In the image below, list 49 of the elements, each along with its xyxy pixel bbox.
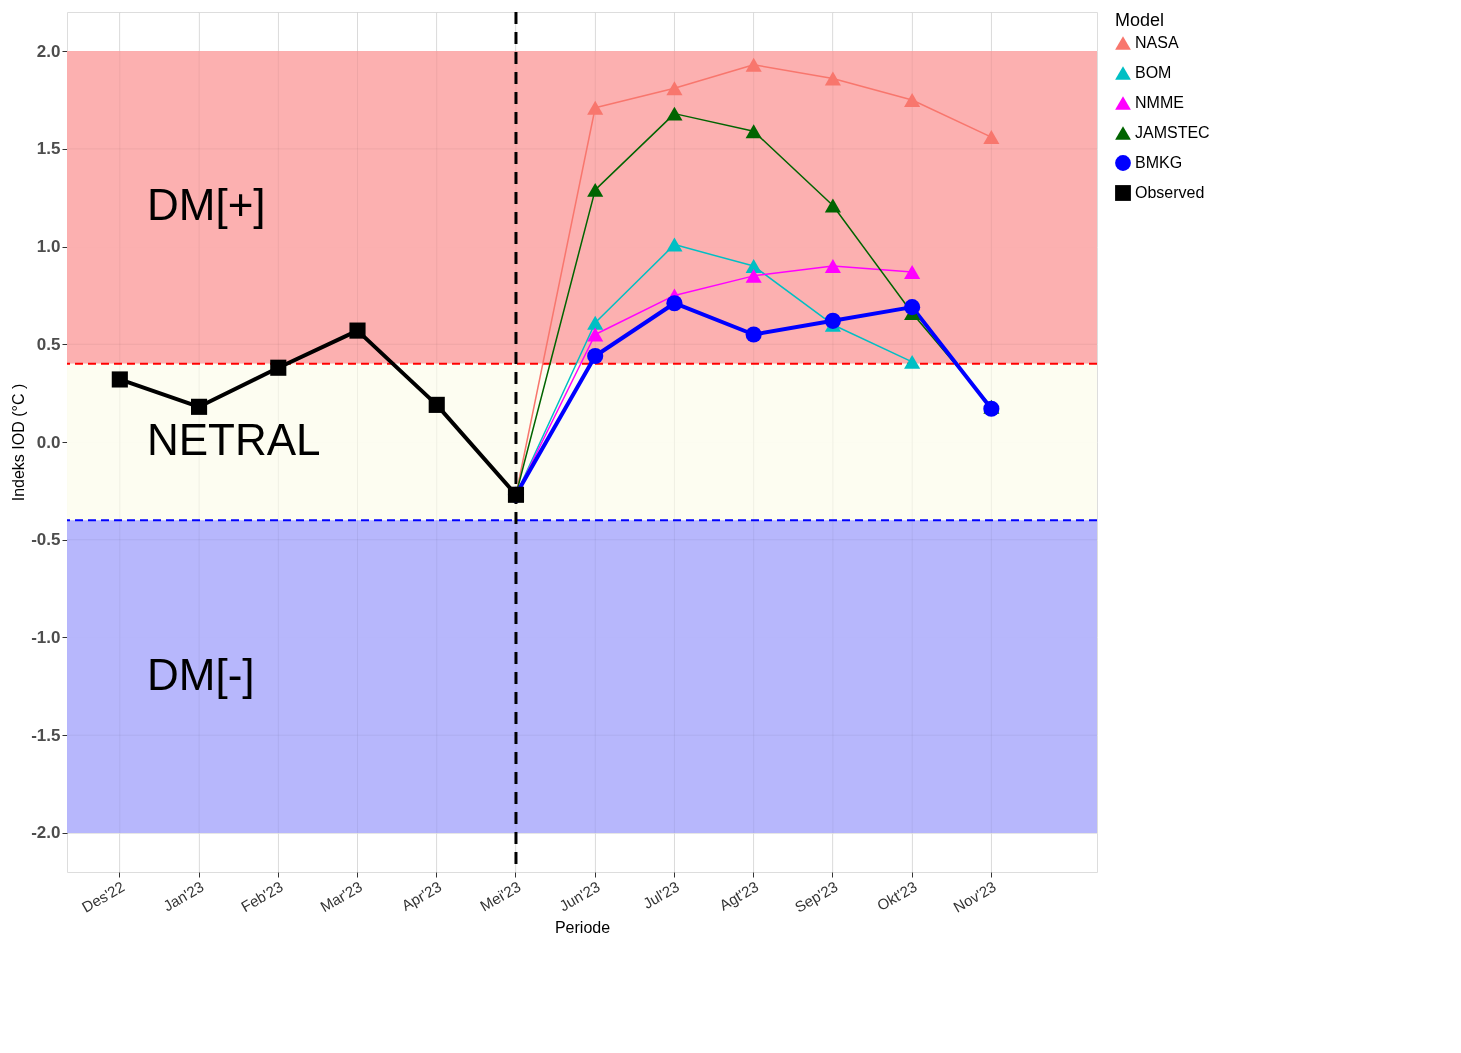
y-tick-label: 1.5 [36,139,61,159]
point [587,100,604,115]
legend-label: JAMSTEC [1135,124,1210,141]
legend-label: BMKG [1135,154,1183,171]
point [587,347,604,365]
legend-label: BOM [1135,64,1172,81]
y-tick-label: -0.5 [31,530,61,550]
y-tick-label: -2.0 [31,823,61,843]
point [270,359,287,376]
legend-title: Model [1115,10,1165,30]
point [666,81,683,96]
point [824,312,841,329]
point [904,264,921,279]
legend-label: NASA [1135,34,1179,51]
band-label: DM[+] [147,180,266,230]
point [745,57,762,72]
y-tick-label: 1.0 [36,237,61,257]
point [587,315,604,330]
y-tick-label: 0.0 [36,432,61,452]
point [904,92,921,107]
point [904,299,921,316]
point [904,354,921,369]
point [666,295,683,312]
point [824,259,841,274]
y-tick-label: 0.5 [36,334,61,354]
point [349,322,366,339]
point [666,106,683,121]
legend-label: Observed [1135,184,1205,201]
band-label: DM[-] [147,649,255,699]
point [983,130,1000,145]
y-tick-label: 2.0 [36,41,61,61]
point [745,326,762,343]
point [666,237,683,252]
point [745,268,762,283]
point [824,71,841,86]
band-label: NETRAL [147,415,321,464]
point [745,259,762,274]
point [190,398,208,415]
x-axis-title: Periode [554,918,611,936]
point [428,396,445,413]
point [587,182,604,197]
y-axis-title: Indeks IOD (°C ) [10,383,28,502]
y-tick-label: -1.0 [31,627,61,647]
y-tick-label: -1.5 [31,725,61,745]
point [824,198,841,213]
point [111,371,128,388]
point [745,124,762,139]
legend-label: NMME [1135,94,1184,111]
point [587,327,604,342]
